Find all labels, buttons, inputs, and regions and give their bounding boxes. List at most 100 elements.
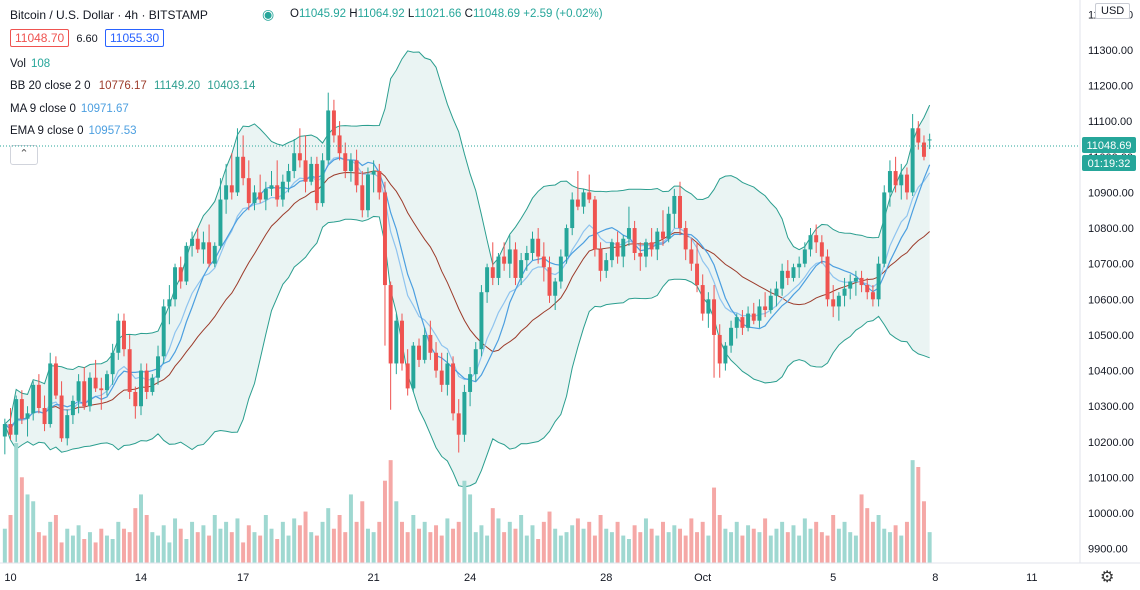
candle-body <box>831 299 836 307</box>
candle-body <box>275 185 280 200</box>
candle <box>836 292 841 321</box>
volume-bar <box>887 532 892 563</box>
candle-body <box>695 263 700 286</box>
indicator-ma[interactable]: MA 9 close 0 10971.67 <box>10 103 129 115</box>
x-tick-label: 14 <box>135 572 147 584</box>
volume-bar <box>19 477 24 563</box>
volume-bar <box>678 528 682 563</box>
candle <box>411 342 416 392</box>
candle-body <box>36 384 41 408</box>
x-tick-label: 24 <box>464 572 476 584</box>
candle-body <box>121 320 126 350</box>
candle <box>212 242 217 268</box>
buy-price-button[interactable]: 11055.30 <box>105 29 165 47</box>
volume-bar <box>235 518 240 563</box>
currency-button[interactable]: USD <box>1095 3 1131 19</box>
volume-bar <box>292 518 297 563</box>
x-tick-label: 8 <box>932 572 938 584</box>
volume-bar <box>195 532 200 563</box>
candle-body <box>348 160 353 172</box>
exchange-label: BITSTAMP <box>148 8 208 22</box>
gear-icon[interactable]: ⚙ <box>1100 569 1115 586</box>
volume-bar <box>156 535 161 563</box>
candle <box>320 153 325 207</box>
candle-body <box>93 377 98 389</box>
candle-body <box>757 306 762 321</box>
candle <box>76 374 81 414</box>
candle-body <box>428 334 433 353</box>
volume-bar <box>797 535 802 563</box>
candle <box>473 342 478 382</box>
candle-body <box>916 128 921 143</box>
last-price-tag <box>1082 137 1136 153</box>
candle <box>468 367 473 407</box>
candle <box>65 409 70 446</box>
volume-bar <box>224 521 229 563</box>
candle <box>36 374 41 414</box>
candle <box>581 188 586 214</box>
candle <box>638 242 643 271</box>
indicator-ema[interactable]: EMA 9 close 0 10957.53 <box>10 125 136 137</box>
volume-bar <box>689 518 694 563</box>
countdown-tag <box>1082 155 1136 171</box>
candle-body <box>870 292 875 300</box>
volume-bar <box>53 515 58 563</box>
volume-bar <box>365 528 370 563</box>
candle-body <box>241 156 246 179</box>
candle-body <box>541 256 546 268</box>
volume-bar <box>802 518 807 563</box>
volume-bar <box>729 532 734 563</box>
low-value: 11021.66 <box>414 8 462 20</box>
volume-bar <box>144 515 149 563</box>
volume-bar <box>785 532 790 563</box>
candle-body <box>626 228 631 239</box>
candle-body <box>734 317 739 328</box>
volume-bar <box>774 528 779 563</box>
candle-body <box>632 228 637 253</box>
candle-body <box>400 320 404 364</box>
volume-bar <box>763 518 768 563</box>
candle-body <box>388 285 393 364</box>
volume-bar <box>513 528 518 563</box>
volume-bar <box>927 532 932 563</box>
volume-bar <box>672 525 677 563</box>
volume-bar <box>655 535 660 563</box>
volume-bar <box>70 535 75 563</box>
candle-body <box>717 334 722 364</box>
volume-bar <box>808 528 813 563</box>
volume-bar <box>524 535 529 563</box>
volume-bar <box>201 525 206 563</box>
candle-body <box>678 195 682 229</box>
candle <box>82 367 87 410</box>
candle <box>99 377 104 410</box>
candle-body <box>246 178 251 204</box>
candle-body <box>666 213 671 239</box>
volume-bar <box>297 525 302 563</box>
interval-label[interactable]: 4h <box>124 8 139 22</box>
candle <box>161 299 166 364</box>
candle <box>853 270 858 296</box>
candle-body <box>899 174 904 186</box>
indicator-bb[interactable]: BB 20 close 2 0 10776.17 11149.20 10403.… <box>10 80 255 92</box>
volume-bar <box>405 532 410 563</box>
volume-bar <box>87 532 92 563</box>
candle <box>252 185 257 211</box>
volume-bar <box>916 467 921 563</box>
candle <box>587 174 592 204</box>
volume-bar <box>706 535 711 563</box>
indicator-vol[interactable]: Vol 108 <box>10 58 50 70</box>
candle-body <box>229 185 234 193</box>
candle-body <box>156 356 161 378</box>
candle <box>116 313 121 360</box>
y-tick-label: 10800.00 <box>1088 223 1134 235</box>
candle <box>417 338 422 368</box>
candle-body <box>836 295 841 307</box>
volume-bar <box>360 501 365 563</box>
candle <box>916 121 921 150</box>
candle-body <box>173 267 178 300</box>
symbol-name[interactable]: Bitcoin / U.S. Dollar <box>10 8 115 22</box>
candle-body <box>195 238 200 250</box>
sell-price-button[interactable]: 11048.70 <box>10 29 70 47</box>
candle <box>876 256 881 307</box>
